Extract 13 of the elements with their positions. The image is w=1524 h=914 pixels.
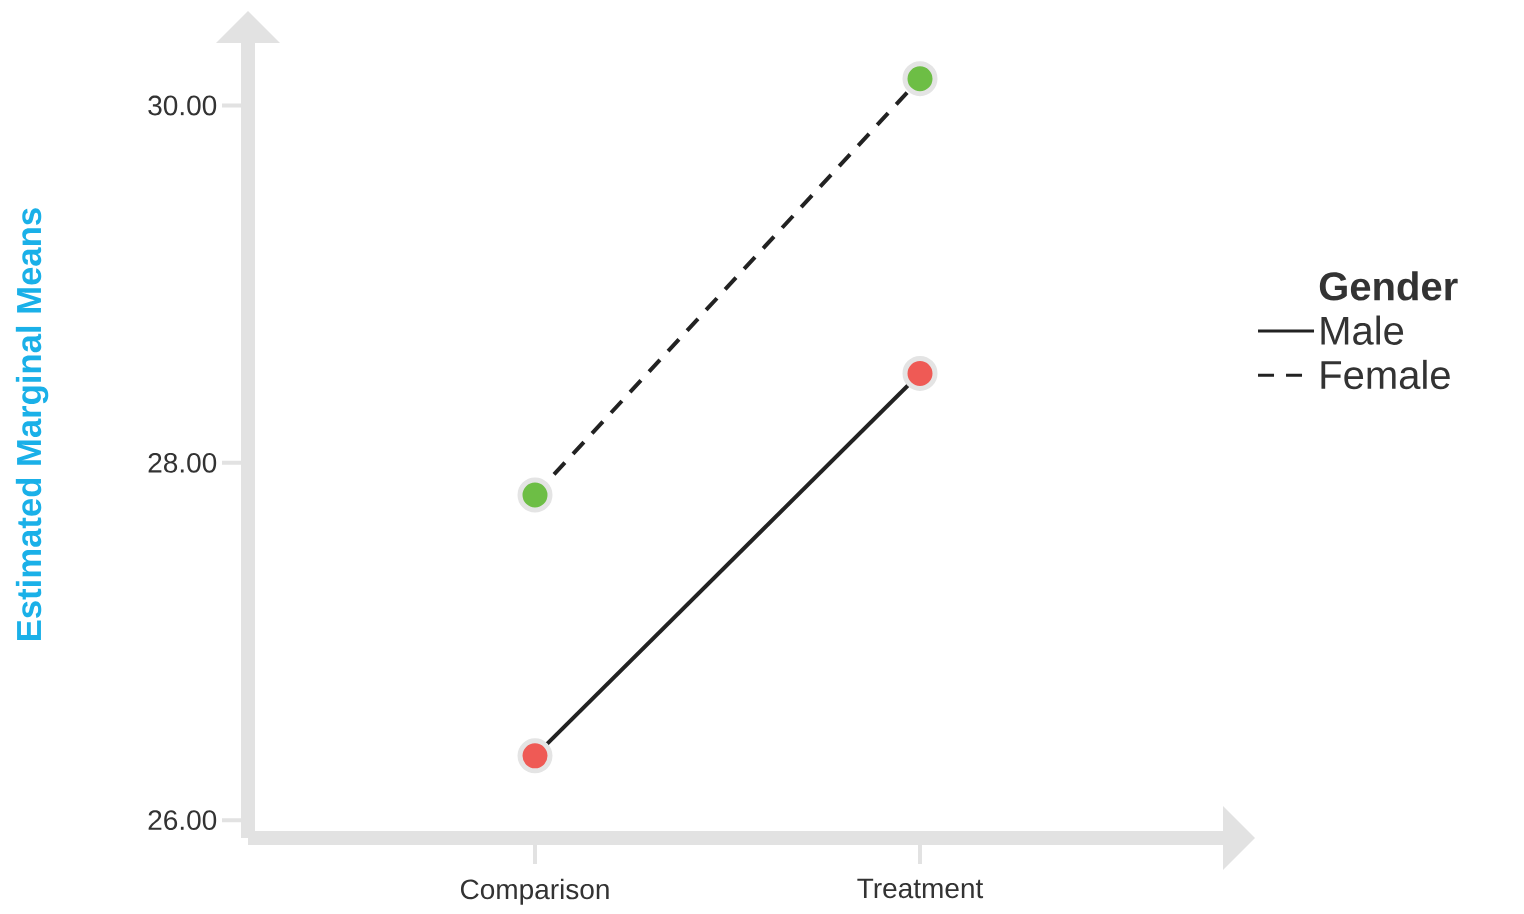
legend-title: Gender [1319,271,1458,301]
y-tick-label: 26.00 [148,810,217,831]
point [902,356,938,391]
y-axis-title: Estimated Marginal Means [15,208,49,640]
point [517,738,553,774]
point [517,477,553,513]
legend-label: Male [1321,315,1404,345]
legend-label: Female [1321,359,1450,390]
y-tick-label: 30.00 [148,95,217,116]
y-tick-label: 28.00 [148,452,217,473]
x-tick-label: Treatment [857,878,984,899]
x-tick-label: Comparison [460,878,609,905]
point [902,61,938,97]
